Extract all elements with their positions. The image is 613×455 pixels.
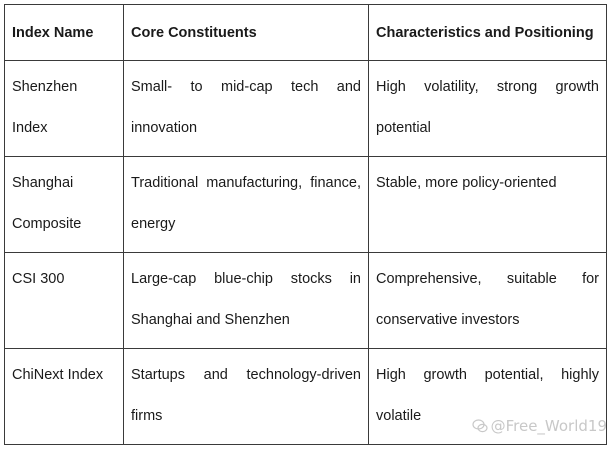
watermark: @Free_World19 (471, 417, 607, 435)
cell-index-name: ChiNext Index (4, 348, 124, 445)
table-row: ChiNext Index Startups and technology-dr… (4, 348, 607, 445)
cell-characteristics: High volatility, strong growth potential (368, 60, 607, 157)
cell-characteristics: High growth potential, highly volatile (368, 348, 607, 445)
table-header-row: Index Name Core Constituents Characteris… (4, 4, 607, 61)
cell-core-constituents: Traditional manufacturing, finance, ener… (123, 156, 369, 253)
cell-core-constituents: Startups and technology-driven firms (123, 348, 369, 445)
cell-characteristics: Stable, more policy-oriented (368, 156, 607, 253)
cell-index-name: Shanghai Composite (4, 156, 124, 253)
index-comparison-table: Index Name Core Constituents Characteris… (4, 4, 607, 445)
cell-characteristics: Comprehensive, suitable for conservative… (368, 252, 607, 349)
cell-index-name: Shenzhen Index (4, 60, 124, 157)
header-index-name: Index Name (4, 4, 124, 61)
header-characteristics: Characteristics and Positioning (368, 4, 607, 61)
table-row: CSI 300 Large-cap blue-chip stocks in Sh… (4, 252, 607, 349)
cell-core-constituents: Large-cap blue-chip stocks in Shanghai a… (123, 252, 369, 349)
cell-index-name: CSI 300 (4, 252, 124, 349)
table-row: Shenzhen Index Small- to mid-cap tech an… (4, 60, 607, 157)
watermark-text: @Free_World19 (490, 417, 607, 435)
cell-core-constituents: Small- to mid-cap tech and innovation (123, 60, 369, 157)
wechat-icon (471, 418, 488, 434)
table-row: Shanghai Composite Traditional manufactu… (4, 156, 607, 253)
header-core-constituents: Core Constituents (123, 4, 369, 61)
